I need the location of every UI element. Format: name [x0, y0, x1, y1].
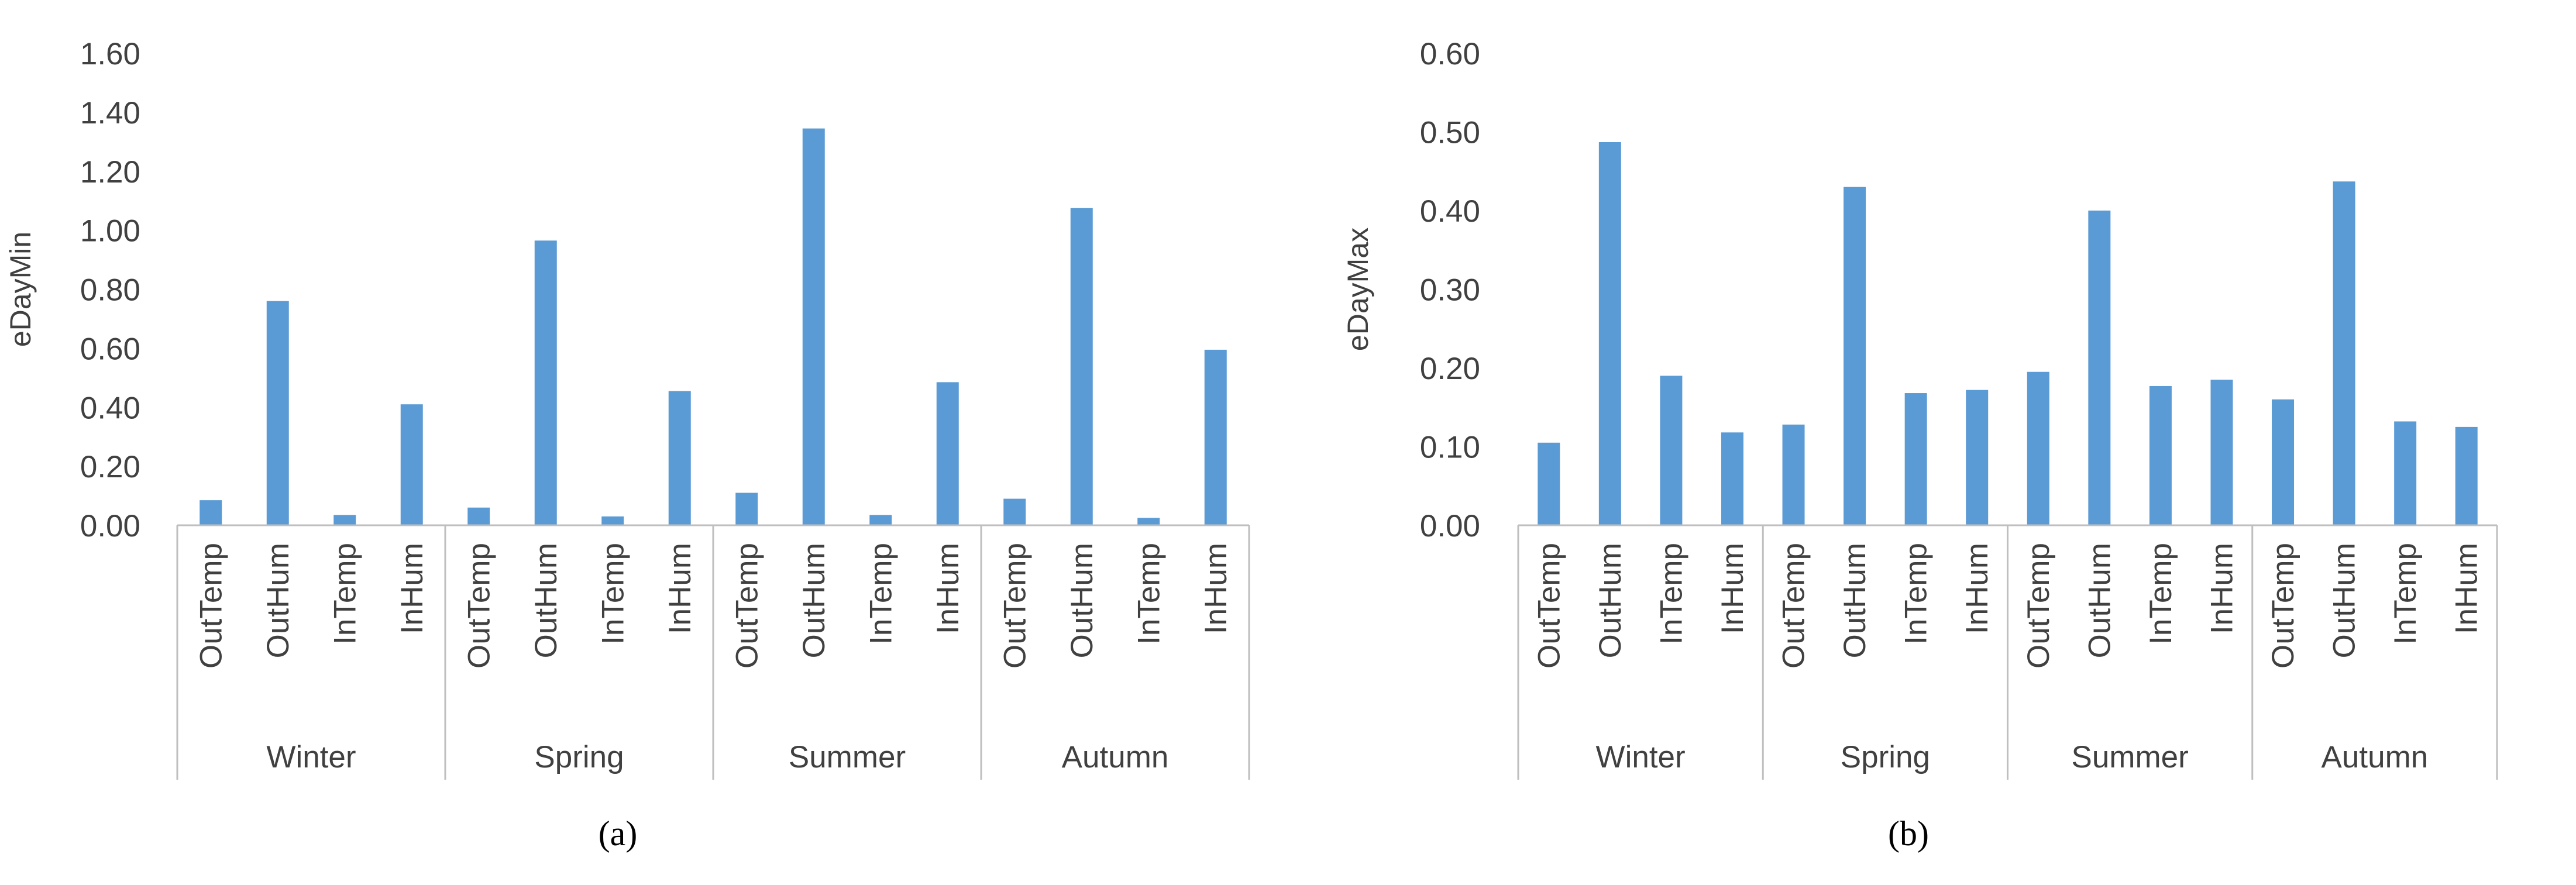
x-tick-label: OutTemp — [730, 543, 764, 669]
bar-summer-outtemp — [2027, 371, 2049, 525]
group-label: Autumn — [1062, 740, 1169, 774]
bar-winter-intemp — [333, 515, 356, 525]
bar-summer-intemp — [2149, 385, 2172, 525]
x-tick-label: OutTemp — [1532, 543, 1566, 669]
x-tick-label: OutHum — [2082, 543, 2117, 658]
chart-panel-b: 0.00 0.10 0.20 0.30 0.40 0.50 0.60 eDayMax OutTe… — [1342, 37, 2498, 853]
bar-summer-outhum — [802, 128, 825, 526]
x-tick-label: InHum — [395, 543, 429, 634]
bar-autumn-outhum — [2333, 181, 2355, 525]
bar-summer-outhum — [2088, 211, 2111, 525]
bar-spring-inhum — [1966, 390, 1989, 525]
x-tick-label: InHum — [663, 543, 697, 634]
x-tick-label: OutHum — [1838, 543, 1872, 658]
bar-autumn-inhum — [1204, 349, 1227, 525]
bar-winter-inhum — [400, 404, 423, 525]
x-tick-label: InHum — [1199, 543, 1233, 634]
bar-autumn-outtemp — [2272, 399, 2295, 525]
bar-spring-outtemp — [467, 507, 490, 525]
x-tick-label: OutTemp — [998, 543, 1032, 669]
group-label: Summer — [789, 740, 906, 774]
bar-spring-intemp — [601, 516, 624, 525]
group-label: Summer — [2071, 740, 2188, 774]
bar-winter-intemp — [1660, 376, 1683, 525]
x-tick-label: InTemp — [1899, 543, 1934, 645]
bar-spring-intemp — [1904, 393, 1927, 525]
y-tick-label: 0.20 — [1420, 352, 1480, 386]
x-tick-label: OutTemp — [2021, 543, 2056, 669]
x-tick-label: InTemp — [2144, 543, 2178, 645]
bar-spring-outtemp — [1782, 424, 1805, 525]
y-axis-label: eDayMax — [1342, 228, 1374, 351]
y-tick-label: 0.40 — [1420, 194, 1480, 229]
x-tick-label: InTemp — [864, 543, 898, 645]
x-tick-label: InTemp — [2388, 543, 2423, 645]
x-tick-label: OutHum — [1593, 543, 1628, 658]
bar-winter-outhum — [1598, 142, 1621, 526]
y-tick-label: 1.40 — [80, 96, 140, 130]
x-tick-label: InTemp — [1131, 543, 1166, 645]
bar-autumn-outtemp — [1003, 498, 1026, 525]
bar-autumn-inhum — [2455, 426, 2478, 525]
x-tick-label: OutHum — [797, 543, 831, 658]
x-tick-label: InTemp — [596, 543, 630, 645]
group-label: Winter — [266, 740, 356, 774]
bar-autumn-intemp — [2394, 421, 2417, 525]
y-tick-label: 0.80 — [80, 273, 140, 308]
y-tick-label: 0.30 — [1420, 273, 1480, 308]
y-tick-label: 0.50 — [1420, 116, 1480, 150]
y-tick-label: 0.60 — [80, 332, 140, 366]
x-tick-label: InTemp — [328, 543, 362, 645]
bar-winter-inhum — [1721, 432, 1743, 525]
x-tick-label: OutTemp — [194, 543, 228, 669]
y-tick-label: 0.40 — [80, 391, 140, 425]
x-tick-label: OutHum — [261, 543, 295, 658]
bar-winter-outhum — [266, 301, 289, 525]
x-tick-label: OutHum — [2327, 543, 2362, 658]
y-axis-label: eDayMin — [4, 232, 37, 347]
y-tick-label: 1.20 — [80, 155, 140, 190]
x-tick-label: OutTemp — [1777, 543, 1811, 669]
group-label: Spring — [534, 740, 624, 774]
bar-spring-outhum — [1844, 187, 1866, 525]
panel-caption: (a) — [599, 814, 638, 853]
x-tick-label: OutTemp — [462, 543, 496, 669]
bar-summer-intemp — [869, 515, 892, 525]
y-tick-label: 1.60 — [80, 37, 140, 71]
bar-summer-outtemp — [735, 493, 758, 525]
bar-winter-outtemp — [200, 500, 222, 525]
x-tick-label: InHum — [2204, 543, 2239, 634]
y-tick-label: 1.00 — [80, 214, 140, 249]
group-label: Winter — [1596, 740, 1686, 774]
bar-spring-outhum — [534, 240, 557, 525]
y-tick-label: 0.10 — [1420, 431, 1480, 465]
x-tick-label: InHum — [931, 543, 965, 634]
panel-caption: (b) — [1888, 814, 1929, 853]
bar-summer-inhum — [936, 382, 959, 525]
group-label: Spring — [1841, 740, 1930, 774]
x-tick-label: OutHum — [529, 543, 563, 658]
y-tick-label: 0.00 — [80, 509, 140, 543]
bar-winter-outtemp — [1538, 442, 1560, 525]
y-tick-label: 0.00 — [1420, 509, 1480, 543]
group-label: Autumn — [2322, 740, 2429, 774]
x-tick-label: InHum — [2450, 543, 2484, 634]
x-tick-label: InHum — [1715, 543, 1750, 634]
y-tick-label: 0.60 — [1420, 37, 1480, 71]
chart-panel-a: 0.00 0.20 0.40 0.60 0.80 1.00 1.20 1.40 1.60 eDay… — [4, 37, 1250, 853]
x-tick-label: OutTemp — [2266, 543, 2300, 669]
bar-spring-inhum — [668, 391, 691, 525]
bar-autumn-intemp — [1137, 518, 1160, 525]
bar-autumn-outhum — [1070, 208, 1093, 525]
bar-summer-inhum — [2210, 380, 2233, 525]
y-tick-label: 0.20 — [80, 450, 140, 484]
x-tick-label: OutHum — [1065, 543, 1099, 658]
x-tick-label: InTemp — [1654, 543, 1688, 645]
x-tick-label: InHum — [1960, 543, 1994, 634]
